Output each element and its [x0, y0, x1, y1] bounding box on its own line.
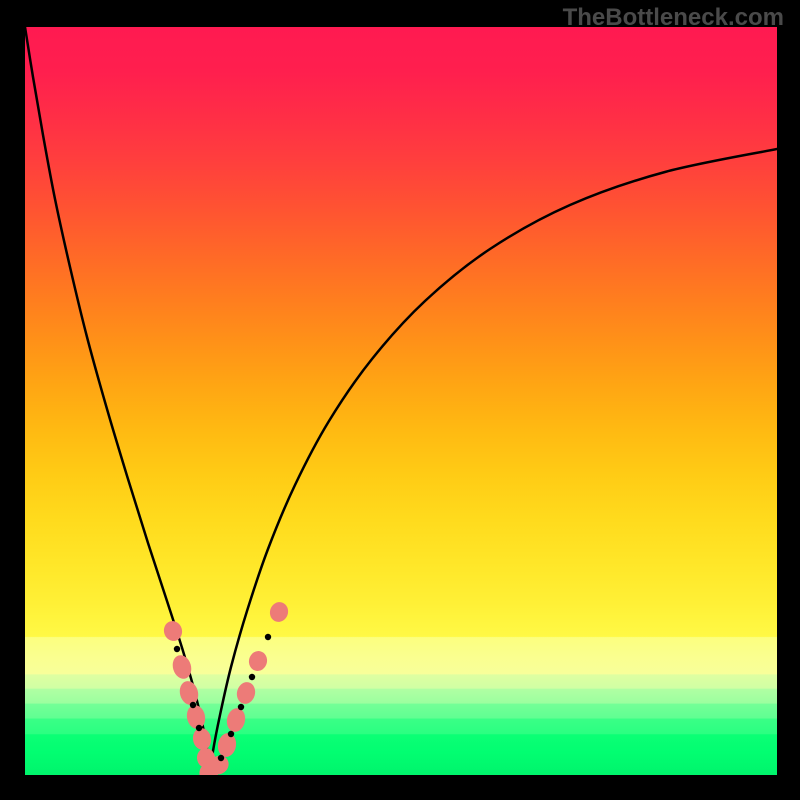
curve-marker: [235, 680, 258, 706]
curve-dot: [218, 755, 224, 761]
curve-layer: [25, 27, 777, 775]
curve-marker: [247, 649, 269, 673]
curve-dot: [249, 674, 255, 680]
curve-marker: [161, 619, 184, 643]
curve-dot: [190, 702, 196, 708]
curve-dot: [196, 725, 202, 731]
bottleneck-curve: [25, 27, 777, 775]
curve-marker: [267, 600, 290, 624]
curve-dot: [174, 646, 180, 652]
curve-marker: [216, 732, 238, 759]
curve-marker: [191, 726, 213, 751]
watermark-text: TheBottleneck.com: [563, 4, 784, 32]
curve-dot: [265, 634, 271, 640]
curve-dot: [238, 704, 244, 710]
curve-marker: [225, 706, 248, 733]
plot-frame: [25, 27, 777, 775]
curve-dot: [228, 731, 234, 737]
